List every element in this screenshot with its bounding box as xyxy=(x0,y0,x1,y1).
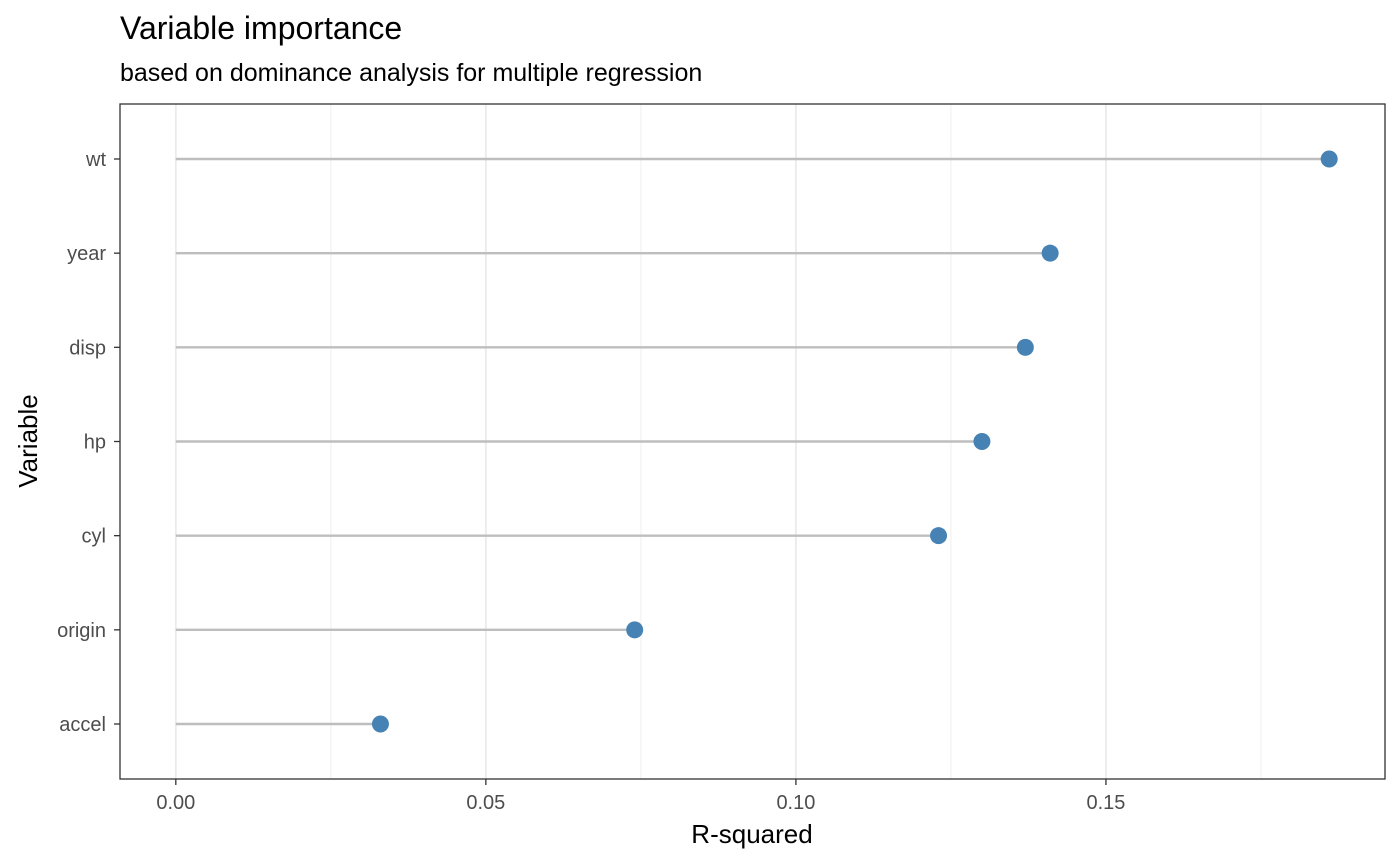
lollipop-points xyxy=(371,150,1338,733)
chart-subtitle: based on dominance analysis for multiple… xyxy=(120,59,702,87)
x-tick-label: 0.05 xyxy=(466,792,505,814)
x-tick-label: 0.10 xyxy=(776,792,815,814)
y-tick-label-cyl: cyl xyxy=(82,526,106,548)
data-point-wt xyxy=(1320,150,1338,168)
y-axis: wt year disp hp cyl origin accel xyxy=(57,149,120,736)
y-tick-label-wt: wt xyxy=(85,149,106,171)
y-tick-label-origin: origin xyxy=(57,620,106,642)
x-axis-title: R-squared xyxy=(691,819,812,849)
data-point-year xyxy=(1041,244,1059,262)
y-tick-label-disp: disp xyxy=(69,337,106,359)
y-tick-label-year: year xyxy=(67,243,106,265)
x-axis: 0.00 0.05 0.10 0.15 xyxy=(156,779,1125,814)
data-point-accel xyxy=(371,715,389,733)
data-point-disp xyxy=(1016,338,1034,356)
data-point-origin xyxy=(626,621,644,639)
data-point-cyl xyxy=(930,527,948,545)
lollipop-segments xyxy=(175,157,1330,726)
x-tick-label: 0.00 xyxy=(156,792,195,814)
chart-title: Variable importance xyxy=(120,10,402,46)
y-axis-title: Variable xyxy=(13,394,43,487)
x-tick-label: 0.15 xyxy=(1086,792,1125,814)
data-point-hp xyxy=(973,433,991,450)
y-tick-label-hp: hp xyxy=(84,432,106,454)
y-tick-label-accel: accel xyxy=(59,714,106,736)
